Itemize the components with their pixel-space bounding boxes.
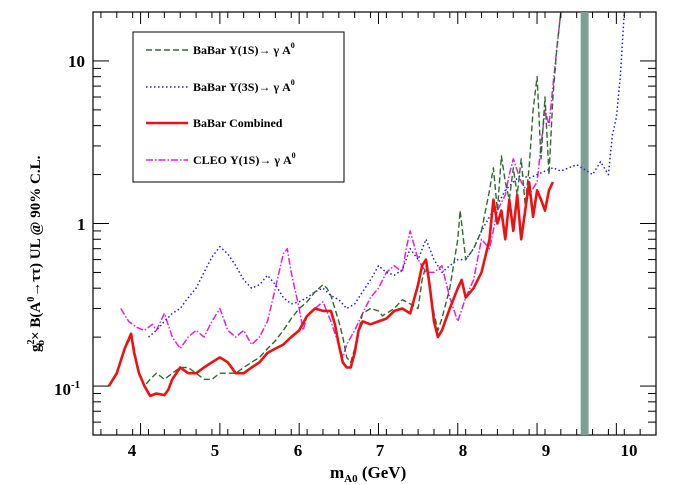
x-tick-label-4: 4: [128, 441, 137, 460]
y-axis-title: g2b× B(A0→ττ) UL @ 90% C.L.: [26, 155, 47, 352]
series-layer: [107, 12, 626, 398]
legend-label-babar-1s: BaBar Υ(1S)→ γ A0: [193, 41, 295, 57]
tick-layer: [93, 11, 656, 436]
series-line-3: [120, 12, 562, 359]
legend: BaBar Υ(1S)→ γ A0 BaBar Υ(3S)→ γ A0 BaBa…: [132, 31, 345, 183]
x-tick-label-6: 6: [294, 441, 303, 460]
y-tick-label-1: 1: [77, 215, 86, 234]
series-line-0: [108, 12, 562, 387]
legend-box: [132, 31, 345, 183]
x-tick-label-5: 5: [211, 441, 220, 460]
x-tick-label-9: 9: [542, 441, 551, 460]
y-tick-label-0: 10-1: [54, 379, 80, 399]
legend-label-cleo-1s: CLEO Υ(1S)→ γ A0: [193, 151, 296, 167]
series-line-2: [107, 180, 555, 398]
legend-label-babar-3s: BaBar Υ(3S)→ γ A0: [193, 78, 295, 94]
legend-label-babar-combined: BaBar Combined: [193, 116, 283, 130]
y-tick-label-2: 10: [68, 52, 85, 71]
x-axis-title: mA0 (GeV): [330, 463, 406, 485]
x-tick-label-8: 8: [459, 441, 468, 460]
excluded-band-layer: [580, 12, 589, 435]
excluded-band: [580, 12, 589, 435]
series-line-1: [148, 12, 626, 338]
svg-text:10-1: 10-1: [54, 379, 80, 399]
x-tick-label-10: 10: [621, 441, 638, 460]
x-tick-label-7: 7: [376, 441, 385, 460]
